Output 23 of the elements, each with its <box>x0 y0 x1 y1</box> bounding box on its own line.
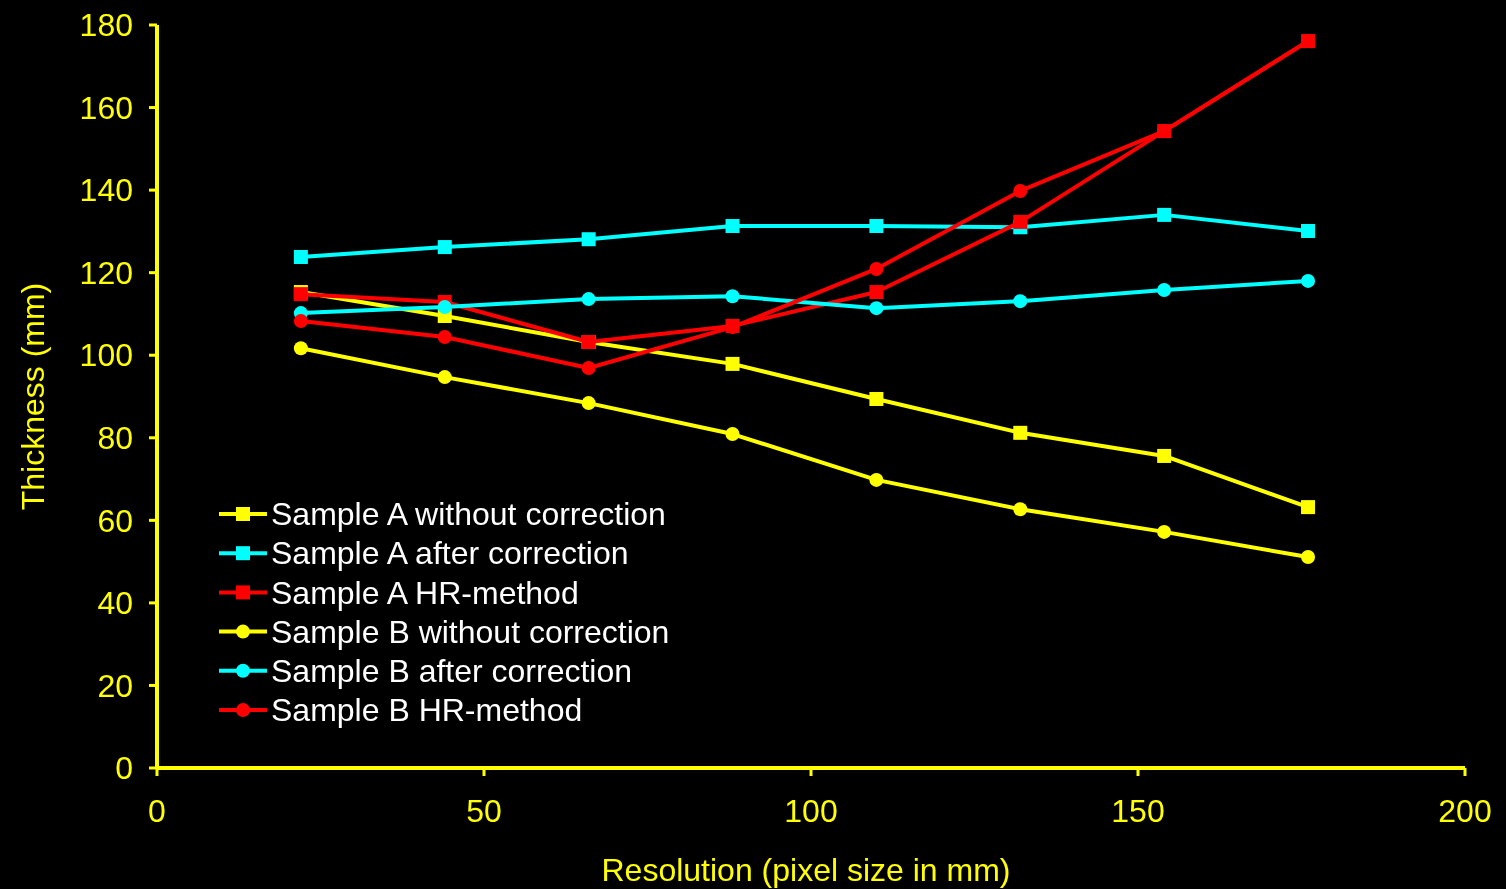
y-tick-label: 40 <box>97 585 133 622</box>
y-tick-label: 80 <box>97 419 133 456</box>
y-axis-title: Thickness (mm) <box>15 282 51 511</box>
y-tick-label: 180 <box>79 7 133 44</box>
y-tick-label: 140 <box>79 172 133 209</box>
y-tick-label: 120 <box>79 254 133 291</box>
y-tick-label: 20 <box>97 667 133 704</box>
x-tick-label: 50 <box>466 793 502 829</box>
legend-label: Sample B after correction <box>271 653 633 689</box>
x-axis-title: Resolution (pixel size in mm) <box>601 852 1011 888</box>
y-tick-label: 0 <box>115 750 133 787</box>
y-tick-label: 100 <box>79 337 133 374</box>
legend-label: Sample B HR-method <box>271 692 583 729</box>
legend-label: Sample A HR-method <box>271 574 579 611</box>
x-tick-label: 0 <box>148 793 166 829</box>
y-tick-label: 60 <box>97 502 133 539</box>
legend-label: Sample A after correction <box>271 535 629 572</box>
x-tick-label: 200 <box>1438 793 1492 829</box>
x-tick-label: 100 <box>784 793 838 829</box>
legend-label: Sample B without correction <box>271 613 670 650</box>
y-tick-label: 160 <box>79 89 133 126</box>
legend-label: Sample A without correction <box>271 496 666 533</box>
x-tick-label: 150 <box>1111 793 1165 829</box>
